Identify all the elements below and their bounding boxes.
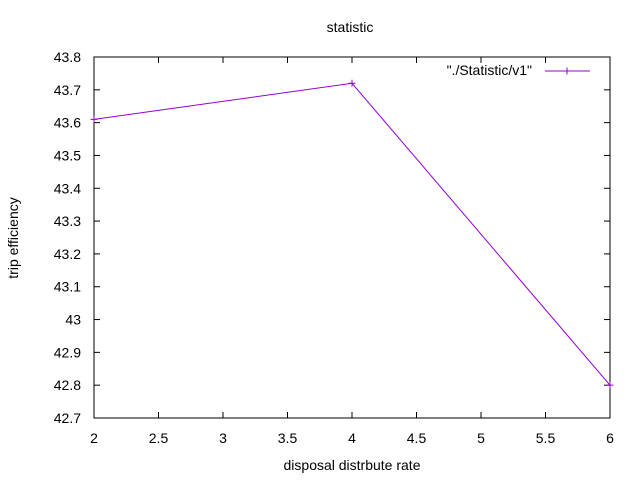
y-tick-label: 42.7 <box>54 410 81 426</box>
y-tick-label: 43.6 <box>54 115 81 131</box>
legend: "./Statistic/v1" <box>447 62 590 78</box>
y-tick-label: 43 <box>65 312 81 328</box>
data-point-marker <box>90 115 98 123</box>
y-tick-label: 42.8 <box>54 377 81 393</box>
chart-title: statistic <box>327 19 374 35</box>
y-tick-label: 43.5 <box>54 147 81 163</box>
y-tick-label: 43.4 <box>54 180 81 196</box>
y-tick-label: 43.7 <box>54 82 81 98</box>
series-line <box>93 82 611 386</box>
legend-marker <box>563 67 571 75</box>
x-axis-ticks: 2 2.5 3 3.5 4 4.5 5 5.5 6 <box>90 57 614 446</box>
plot-frame <box>93 56 611 419</box>
y-tick-label: 43.2 <box>54 246 81 262</box>
y-tick-label: 43.3 <box>54 213 81 229</box>
x-tick-label: 4 <box>348 430 356 446</box>
legend-label: "./Statistic/v1" <box>447 62 532 78</box>
x-tick-label: 4.5 <box>407 430 427 446</box>
x-tick-label: 5 <box>477 430 485 446</box>
y-tick-label: 43.8 <box>54 49 81 65</box>
y-axis-ticks: 42.7 42.8 42.9 43 43.1 43.2 43.3 43.4 43.5 43.6 43… <box>54 49 610 426</box>
series-layer <box>90 79 614 389</box>
y-tick-label: 43.1 <box>54 279 81 295</box>
data-point-marker <box>348 79 356 87</box>
y-axis-label: trip efficiency <box>5 197 21 278</box>
x-tick-label: 3.5 <box>278 430 298 446</box>
x-tick-label: 5.5 <box>536 430 556 446</box>
x-tick-label: 2 <box>90 430 98 446</box>
x-tick-label: 3 <box>219 430 227 446</box>
x-tick-label: 2.5 <box>149 430 169 446</box>
x-tick-label: 6 <box>606 430 614 446</box>
y-tick-label: 42.9 <box>54 344 81 360</box>
x-axis-label: disposal distrbute rate <box>284 457 421 473</box>
data-point-marker <box>606 381 614 389</box>
